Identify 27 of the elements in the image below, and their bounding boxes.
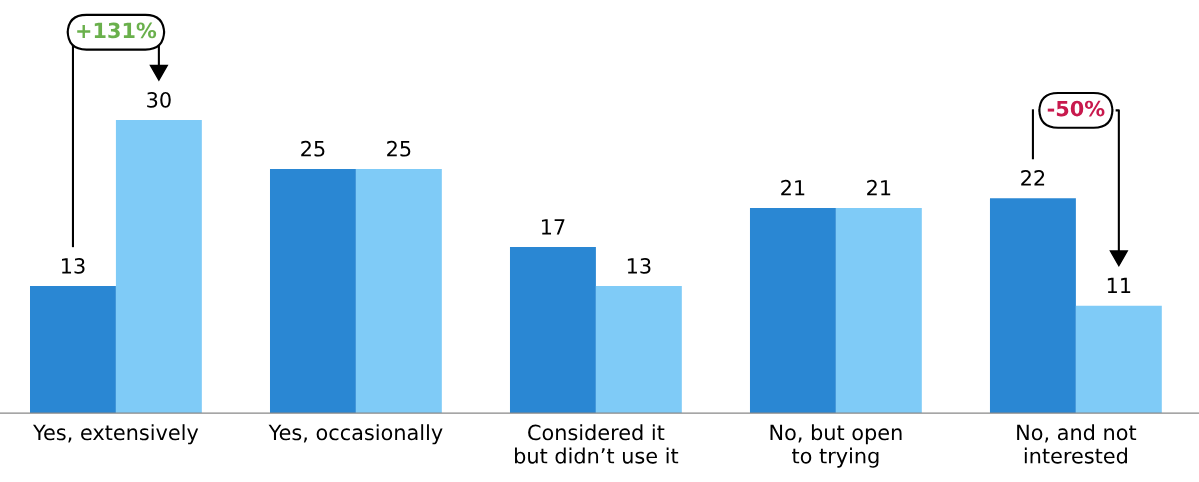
x-tick-label: Yes, extensively [32,424,199,445]
x-tick-label: No, but open to trying [770,424,902,468]
x-tick-label: Considered it but didn’t use it [515,424,679,464]
x-tick-label: Yes, occasionally [268,424,443,445]
bar [269,168,356,414]
data-label: 25 [301,140,325,157]
data-label: 11 [1107,277,1131,293]
bar [355,168,442,414]
text: -50% [1047,100,1105,117]
bar [509,247,596,414]
x-tick-label: No, and not interested [1017,424,1137,464]
data-label: 21 [867,179,891,196]
data-label: 21 [781,179,805,196]
bar [115,120,202,414]
data-label: 17 [541,219,565,235]
data-label: 13 [627,258,651,274]
bar [595,286,682,414]
bar [835,208,922,414]
data-label: 22 [1021,170,1045,186]
data-label: 30 [147,91,171,108]
data-label: 13 [61,258,85,274]
bar [749,208,836,414]
data-label: 25 [387,140,411,157]
bar [989,198,1076,414]
text: +131% [77,22,157,39]
bar [1075,305,1162,414]
bar [30,286,116,414]
